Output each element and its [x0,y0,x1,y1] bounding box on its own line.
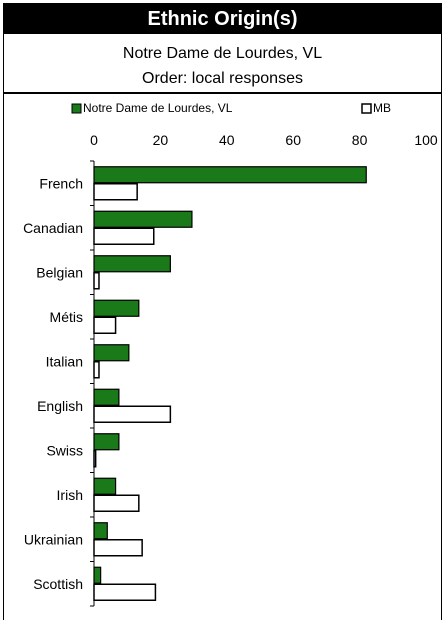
bar-local [93,166,367,184]
bar-local [93,522,108,540]
bar-mb [93,361,100,379]
bar-mb [93,272,100,290]
category-label: Métis [50,309,83,325]
x-tick-label: 20 [153,132,169,148]
category-label: Italian [46,353,83,369]
bar-local [93,344,130,362]
category-label: Scottish [33,576,83,592]
legend-label: MB [373,101,391,115]
bar-mb [93,539,143,557]
x-tick-label: 100 [414,132,438,148]
bar-mb [93,183,138,201]
legend-label: Notre Dame de Lourdes, VL [83,101,233,115]
bar-local [93,433,120,451]
x-tick-label: 60 [285,132,301,148]
legend-swatch [361,103,372,114]
category-label: Irish [57,487,83,503]
category-label: Canadian [23,220,83,236]
bar-mb [93,450,97,468]
bar-local [93,477,117,495]
category-label: Ukrainian [24,531,83,547]
chart-frame: Ethnic Origin(s) Notre Dame de Lourdes, … [3,3,442,620]
chart-title: Ethnic Origin(s) [4,4,441,34]
category-label: French [39,175,83,191]
bar-local [93,566,102,584]
header-divider [4,92,441,94]
bar-local [93,388,120,406]
category-label: English [37,398,83,414]
bar-mb [93,316,117,334]
x-tick-label: 0 [90,132,98,148]
legend-swatch [71,103,82,114]
bar-local [93,210,193,228]
order-label: Order: local responses [142,70,303,87]
category-label: Swiss [46,442,83,458]
bar-local [93,255,171,273]
bar-mb [93,227,155,245]
category-label: Belgian [36,264,83,280]
x-tick-label: 80 [352,132,368,148]
bar-mb [93,583,157,601]
bar-mb [93,494,140,512]
x-tick-label: 40 [219,132,235,148]
bar-mb [93,405,172,423]
bar-local [93,299,140,317]
chart-subtitle: Notre Dame de Lourdes, VL [122,45,323,62]
